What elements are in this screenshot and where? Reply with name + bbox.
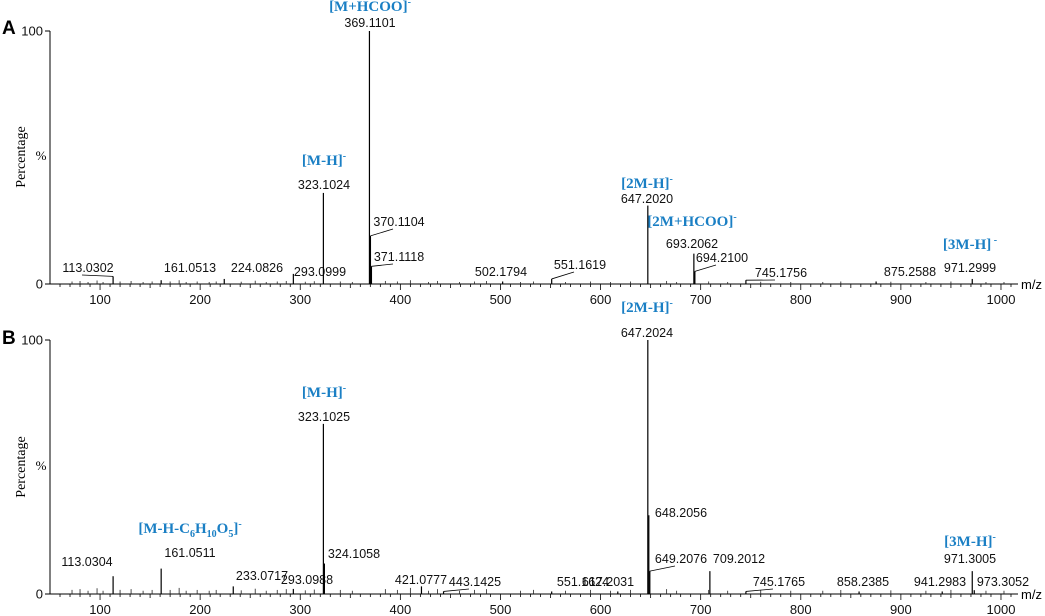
peak-leader-line: [371, 263, 394, 267]
x-tick-label: 600: [590, 292, 612, 307]
peak-mz-label: 973.3052: [977, 575, 1029, 589]
x-tick-label: 400: [390, 602, 412, 616]
spectrum-panel-b: B 0 100 Percentage % 100 200 300 400 500 600 700 800…: [2, 298, 1042, 616]
y-tick-label: 100: [21, 333, 43, 348]
x-tick-label: 1000: [987, 602, 1016, 616]
ion-annotation: [3M-H] -: [943, 235, 997, 253]
peak-mz-label: 551.1624: [557, 575, 609, 589]
x-tick-label: 500: [490, 602, 512, 616]
x-tick-label: 400: [390, 292, 412, 307]
peak-mz-label: 113.0304: [61, 555, 112, 569]
peak-leader-line: [81, 274, 114, 277]
x-tick-label: 800: [790, 292, 812, 307]
peak-mz-label: 161.0511: [164, 546, 215, 560]
x-axis-label: m/z: [1021, 277, 1042, 292]
x-tick-label: 800: [790, 602, 812, 616]
peak-mz-label: 323.1025: [298, 410, 350, 424]
peak-mz-label: 647.2020: [621, 192, 673, 206]
ion-annotation: [M+HCOO]-: [329, 0, 411, 15]
y-percent-label: %: [36, 148, 47, 163]
y-axis-label: Percentage: [14, 436, 29, 497]
y-tick-label: 100: [21, 24, 43, 39]
peak-leader-line: [649, 565, 676, 572]
peak-mz-label: 649.2076: [655, 552, 707, 566]
x-tick-label: 600: [590, 602, 612, 616]
x-tick-label: 900: [890, 602, 912, 616]
peak-mz-label: 293.0999: [294, 265, 346, 279]
spectrum-panel-a: A 0 100 Percentage % 100 200 300 400 500 600 700 800…: [2, 0, 1042, 307]
peak-mz-label: 694.2100: [696, 251, 748, 265]
peak-mz-label: 421.0777: [395, 573, 447, 587]
ion-annotation: [3M-H]-: [944, 532, 996, 550]
y-percent-label: %: [36, 458, 47, 473]
peak-mz-label: 293.0988: [281, 573, 333, 587]
x-tick-label: 300: [289, 292, 311, 307]
x-tick-label: 200: [189, 292, 211, 307]
peak-mz-label: 875.2588: [884, 265, 936, 279]
ion-annotation: [2M-H]-: [621, 298, 673, 316]
peak-mz-label: 971.3005: [944, 552, 996, 566]
peak-mz-label: 323.1024: [298, 178, 350, 192]
peak-mz-label: 233.0717: [236, 569, 288, 583]
x-tick-label: 200: [189, 602, 211, 616]
peak-mz-label: 971.2999: [944, 261, 996, 275]
y-tick-label: 0: [36, 277, 43, 292]
peak-mz-label: 324.1058: [328, 547, 380, 561]
peak-mz-label: 647.2024: [621, 326, 673, 340]
x-tick-label: 100: [89, 292, 111, 307]
panel-label: A: [2, 18, 16, 39]
peak-mz-label: 745.1756: [755, 266, 807, 280]
x-tick-label: 900: [890, 292, 912, 307]
y-axis-label: Percentage: [14, 126, 29, 187]
peak-mz-label: 443.1425: [449, 575, 501, 589]
x-axis-label: m/z: [1021, 587, 1042, 602]
peak-leader-line: [694, 264, 717, 272]
peak-mz-label: 551.1619: [554, 258, 606, 272]
peak-mz-label: 709.2012: [713, 552, 765, 566]
peak-mz-label: 224.0826: [231, 261, 283, 275]
x-tick-label: 1000: [987, 292, 1016, 307]
peak-mz-label: 617.2031: [582, 575, 634, 589]
ion-annotation: [2M-H]-: [621, 174, 673, 192]
ion-annotation: [M-H]-: [302, 383, 346, 401]
peak-mz-label: 502.1794: [475, 265, 527, 279]
peak-mz-label: 745.1765: [753, 575, 805, 589]
peak-mz-label: 648.2056: [655, 506, 707, 520]
x-tick-label: 700: [690, 602, 712, 616]
peak-leader-line: [551, 271, 575, 280]
peak-leader-line: [745, 588, 774, 592]
peak-leader-line: [443, 588, 470, 592]
peak-mz-label: 371.1118: [374, 250, 424, 264]
y-tick-label: 0: [36, 587, 43, 602]
peak-mz-label: 941.2983: [914, 575, 966, 589]
ion-annotation: [M-H]-: [302, 151, 346, 169]
x-tick-label: 500: [490, 292, 512, 307]
ion-annotation: [M-H-C6H10O5]-: [138, 519, 241, 540]
peak-leader-line: [370, 228, 394, 237]
peak-mz-label: 858.2385: [837, 575, 889, 589]
x-tick-label: 100: [89, 602, 111, 616]
peak-mz-label: 161.0513: [164, 261, 216, 275]
peak-mz-label: 370.1104: [373, 215, 424, 229]
x-tick-label: 300: [289, 602, 311, 616]
peak-mz-label: 693.2062: [666, 237, 718, 251]
peak-mz-label: 369.1101: [344, 16, 395, 30]
panel-label: B: [2, 328, 16, 349]
peak-mz-label: 113.0302: [62, 261, 113, 275]
ion-annotation: [2M+HCOO]-: [647, 212, 736, 230]
x-tick-label: 700: [690, 292, 712, 307]
